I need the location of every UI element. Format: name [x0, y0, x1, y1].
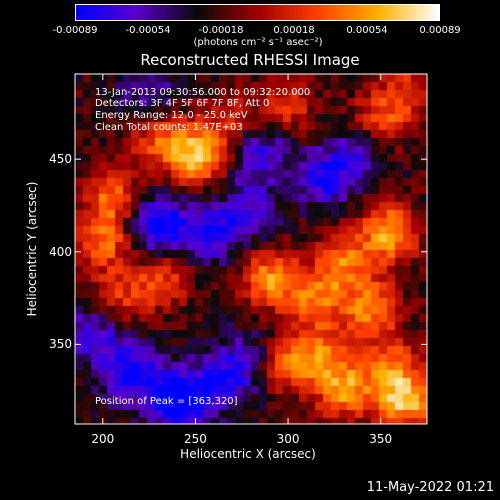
plot-frame: [74, 73, 428, 425]
y-tick-label: 350: [49, 337, 72, 352]
annotation-clean-counts: Clean Total counts: 1.47E+03: [95, 122, 243, 133]
y-tick-label: 450: [49, 152, 72, 167]
x-tick-label: 350: [369, 432, 393, 446]
chart-title: Reconstructed RHESSI Image: [140, 51, 360, 69]
y-axis-label: Heliocentric Y (arcsec): [25, 181, 39, 317]
heatmap-image: [75, 74, 427, 424]
colorbar-tick-label: 0.00018: [273, 25, 315, 36]
y-tick-label: 400: [49, 244, 72, 259]
colorbar-tick-label: -0.00018: [198, 25, 244, 36]
x-tick-label: 300: [276, 432, 300, 446]
annotation-detectors: Detectors: 3F 4F 5F 6F 7F 8F, Att 0: [95, 98, 270, 109]
x-tick-label: 250: [183, 432, 207, 446]
x-axis-label: Heliocentric X (arcsec): [180, 447, 316, 461]
x-tick-label: 200: [91, 432, 115, 446]
colorbar-tick-label: 0.00054: [346, 25, 388, 36]
annotation-peak-position: Position of Peak = [363,320]: [95, 396, 238, 407]
colorbar-unit-label: (photons cm⁻² s⁻¹ asec⁻²): [193, 37, 323, 48]
annotation-energy-range: Energy Range: 12.0 - 25.0 keV: [95, 110, 248, 121]
colorbar-tick-label: -0.00089: [52, 25, 98, 36]
annotation-time-range: 13-Jan-2013 09:30:56.000 to 09:32:20.000: [95, 87, 311, 98]
colorbar: [75, 4, 440, 21]
colorbar-tick-label: 0.00089: [419, 25, 461, 36]
colorbar-tick-label: -0.00054: [125, 25, 171, 36]
plot-timestamp: 11-May-2022 01:21: [366, 480, 494, 495]
